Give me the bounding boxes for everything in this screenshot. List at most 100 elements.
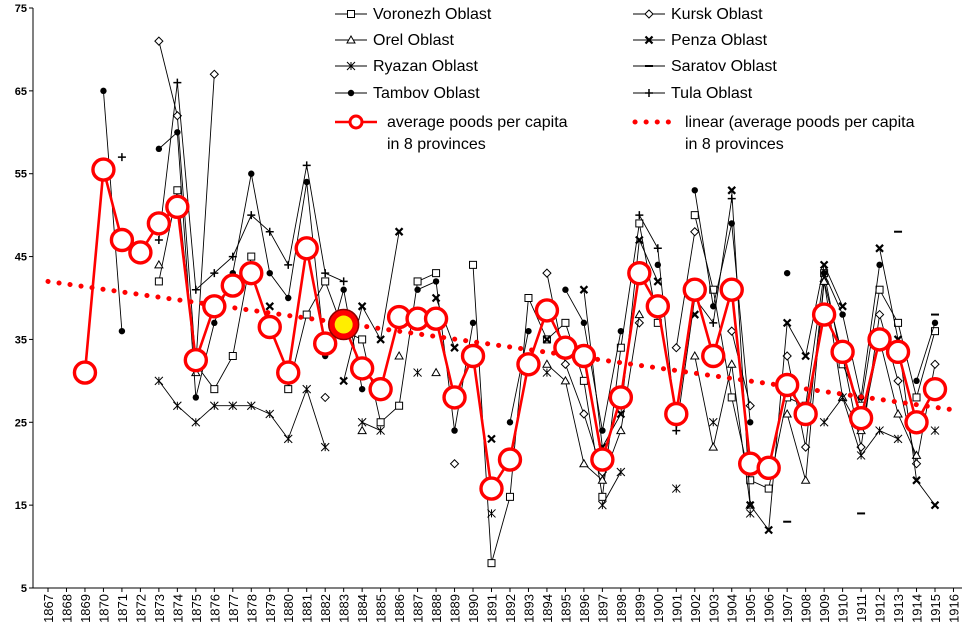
data-point <box>284 260 293 269</box>
data-point <box>645 89 653 97</box>
y-tick-label: 5 <box>21 583 27 595</box>
data-point <box>265 227 274 236</box>
x-tick-label: 1900 <box>651 594 666 623</box>
data-point <box>708 442 719 451</box>
data-point <box>904 410 929 435</box>
data-point <box>294 236 319 261</box>
series-kursk-oblast <box>154 36 940 494</box>
data-point <box>349 356 375 381</box>
x-tick-label: 1905 <box>743 594 758 623</box>
data-point <box>726 359 737 368</box>
data-point <box>506 419 514 426</box>
data-point <box>320 392 330 403</box>
legend-swatch <box>335 34 367 44</box>
data-point <box>358 385 366 393</box>
data-point <box>173 401 182 411</box>
data-point <box>819 260 829 270</box>
data-point <box>875 285 884 294</box>
legend-item: Tula Oblast <box>633 85 753 102</box>
x-tick-label: 1871 <box>115 594 130 623</box>
data-point <box>340 286 347 293</box>
series-line <box>565 289 622 431</box>
data-point <box>516 352 541 377</box>
data-point <box>154 236 163 244</box>
data-point <box>727 194 736 203</box>
data-point <box>848 405 874 431</box>
data-point <box>394 350 404 360</box>
data-point <box>617 327 625 335</box>
legend-swatch <box>335 114 377 130</box>
legend-label: linear (average poods per capita in 8 pro… <box>685 114 915 153</box>
data-point <box>912 393 921 402</box>
series-saratov-oblast <box>783 230 939 523</box>
x-tick-label: 1874 <box>170 594 185 623</box>
data-point <box>811 302 837 327</box>
data-point <box>302 310 311 319</box>
data-point <box>644 9 654 19</box>
data-point <box>653 277 663 286</box>
data-point <box>801 351 810 361</box>
data-point <box>146 211 172 236</box>
data-point <box>357 417 367 427</box>
x-tick-label: 1879 <box>263 594 278 623</box>
series-line <box>694 190 751 423</box>
data-point <box>542 359 552 368</box>
legend-item: linear (average poods per capita in 8 pro… <box>632 114 915 153</box>
data-point <box>423 306 449 331</box>
data-point <box>774 372 800 398</box>
data-point <box>598 500 607 510</box>
data-point <box>710 303 717 310</box>
data-point <box>228 352 237 360</box>
data-point <box>597 475 608 484</box>
data-point <box>100 87 107 95</box>
legend-label: Orel Oblast <box>373 32 454 49</box>
legend-item: Ryazan Oblast <box>335 58 478 75</box>
data-point <box>579 409 589 419</box>
data-point <box>165 194 190 220</box>
series-line <box>879 248 936 506</box>
legend-item: average poods per capita in 8 provinces <box>335 114 568 153</box>
data-point <box>209 69 220 79</box>
data-point <box>191 285 200 294</box>
legend-label: Tambov Oblast <box>373 85 480 102</box>
data-point <box>505 492 514 501</box>
legend-item: Penza Oblast <box>633 32 768 49</box>
x-tick-label: 1873 <box>152 594 167 623</box>
data-point <box>930 500 940 510</box>
data-point <box>542 368 552 377</box>
data-point <box>497 447 523 472</box>
data-point <box>154 277 163 286</box>
data-point <box>368 376 393 402</box>
data-point <box>246 401 256 411</box>
legend-label: Voronezh Oblast <box>373 6 492 23</box>
data-point <box>339 277 348 286</box>
data-point <box>800 442 811 452</box>
data-point <box>708 417 718 427</box>
data-point <box>579 376 588 385</box>
data-point <box>210 385 219 394</box>
data-point <box>931 327 939 336</box>
data-point <box>912 476 921 485</box>
data-point <box>376 418 385 427</box>
legend-swatch <box>335 10 367 18</box>
x-tick-label: 1899 <box>632 594 647 623</box>
data-point <box>571 343 597 369</box>
legend-item: Saratov Oblast <box>633 58 777 75</box>
data-point <box>276 360 301 385</box>
data-point <box>616 467 626 477</box>
data-point <box>128 240 153 265</box>
legend-swatch <box>335 89 367 97</box>
data-point <box>72 360 98 385</box>
data-point <box>885 339 911 365</box>
data-point <box>876 261 883 269</box>
data-point <box>819 417 829 427</box>
data-point <box>303 178 310 186</box>
data-point <box>312 331 338 356</box>
data-point <box>875 426 884 435</box>
data-point <box>580 319 588 327</box>
data-point <box>183 347 209 373</box>
x-tick-label: 1898 <box>614 594 629 623</box>
y-tick-label: 65 <box>15 86 27 98</box>
data-point <box>154 259 164 269</box>
